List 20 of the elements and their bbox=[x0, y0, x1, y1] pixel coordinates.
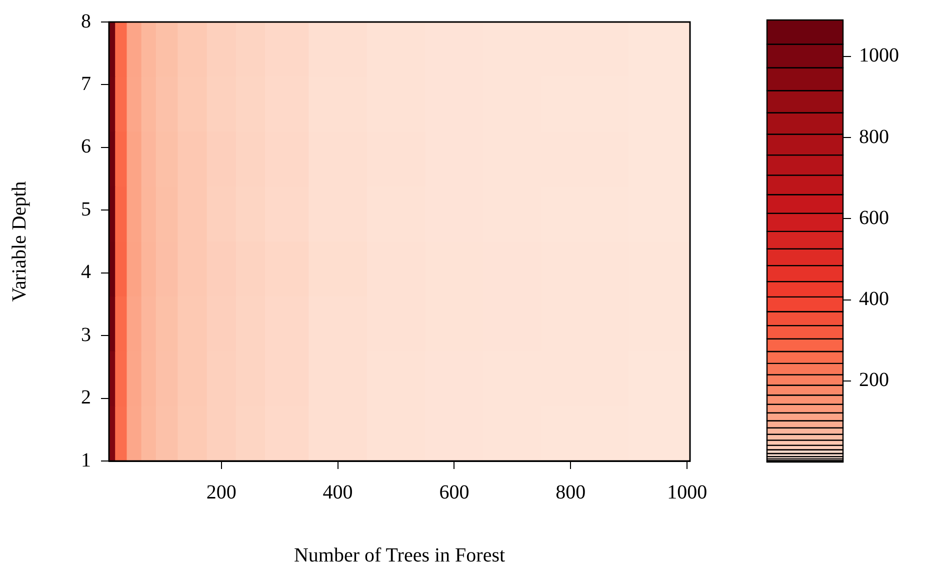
x-tick-label: 800 bbox=[556, 481, 586, 504]
color-bar-label: 400 bbox=[859, 288, 889, 310]
x-tick-label: 600 bbox=[439, 481, 470, 504]
y-tick-label: 3 bbox=[81, 324, 91, 346]
y-axis-title: Variable Depth bbox=[8, 181, 30, 302]
x-tick-label: 1000 bbox=[667, 481, 708, 504]
y-tick-label: 7 bbox=[81, 72, 91, 95]
y-tick-label: 6 bbox=[81, 136, 91, 158]
color-bar-label: 1000 bbox=[859, 44, 899, 67]
y-tick-label: 8 bbox=[81, 10, 91, 32]
x-axis-title: Number of Trees in Forest bbox=[294, 544, 506, 566]
x-tick-label: 400 bbox=[322, 481, 353, 504]
y-tick-label: 5 bbox=[81, 198, 91, 220]
y-tick-label: 2 bbox=[81, 386, 91, 409]
color-bar-label: 200 bbox=[859, 369, 889, 392]
x-tick-label: 200 bbox=[206, 481, 236, 504]
color-bar-label: 600 bbox=[859, 206, 889, 229]
color-bar-label: 800 bbox=[859, 126, 889, 148]
y-tick-label: 1 bbox=[81, 449, 91, 472]
y-tick-label: 4 bbox=[81, 261, 91, 284]
